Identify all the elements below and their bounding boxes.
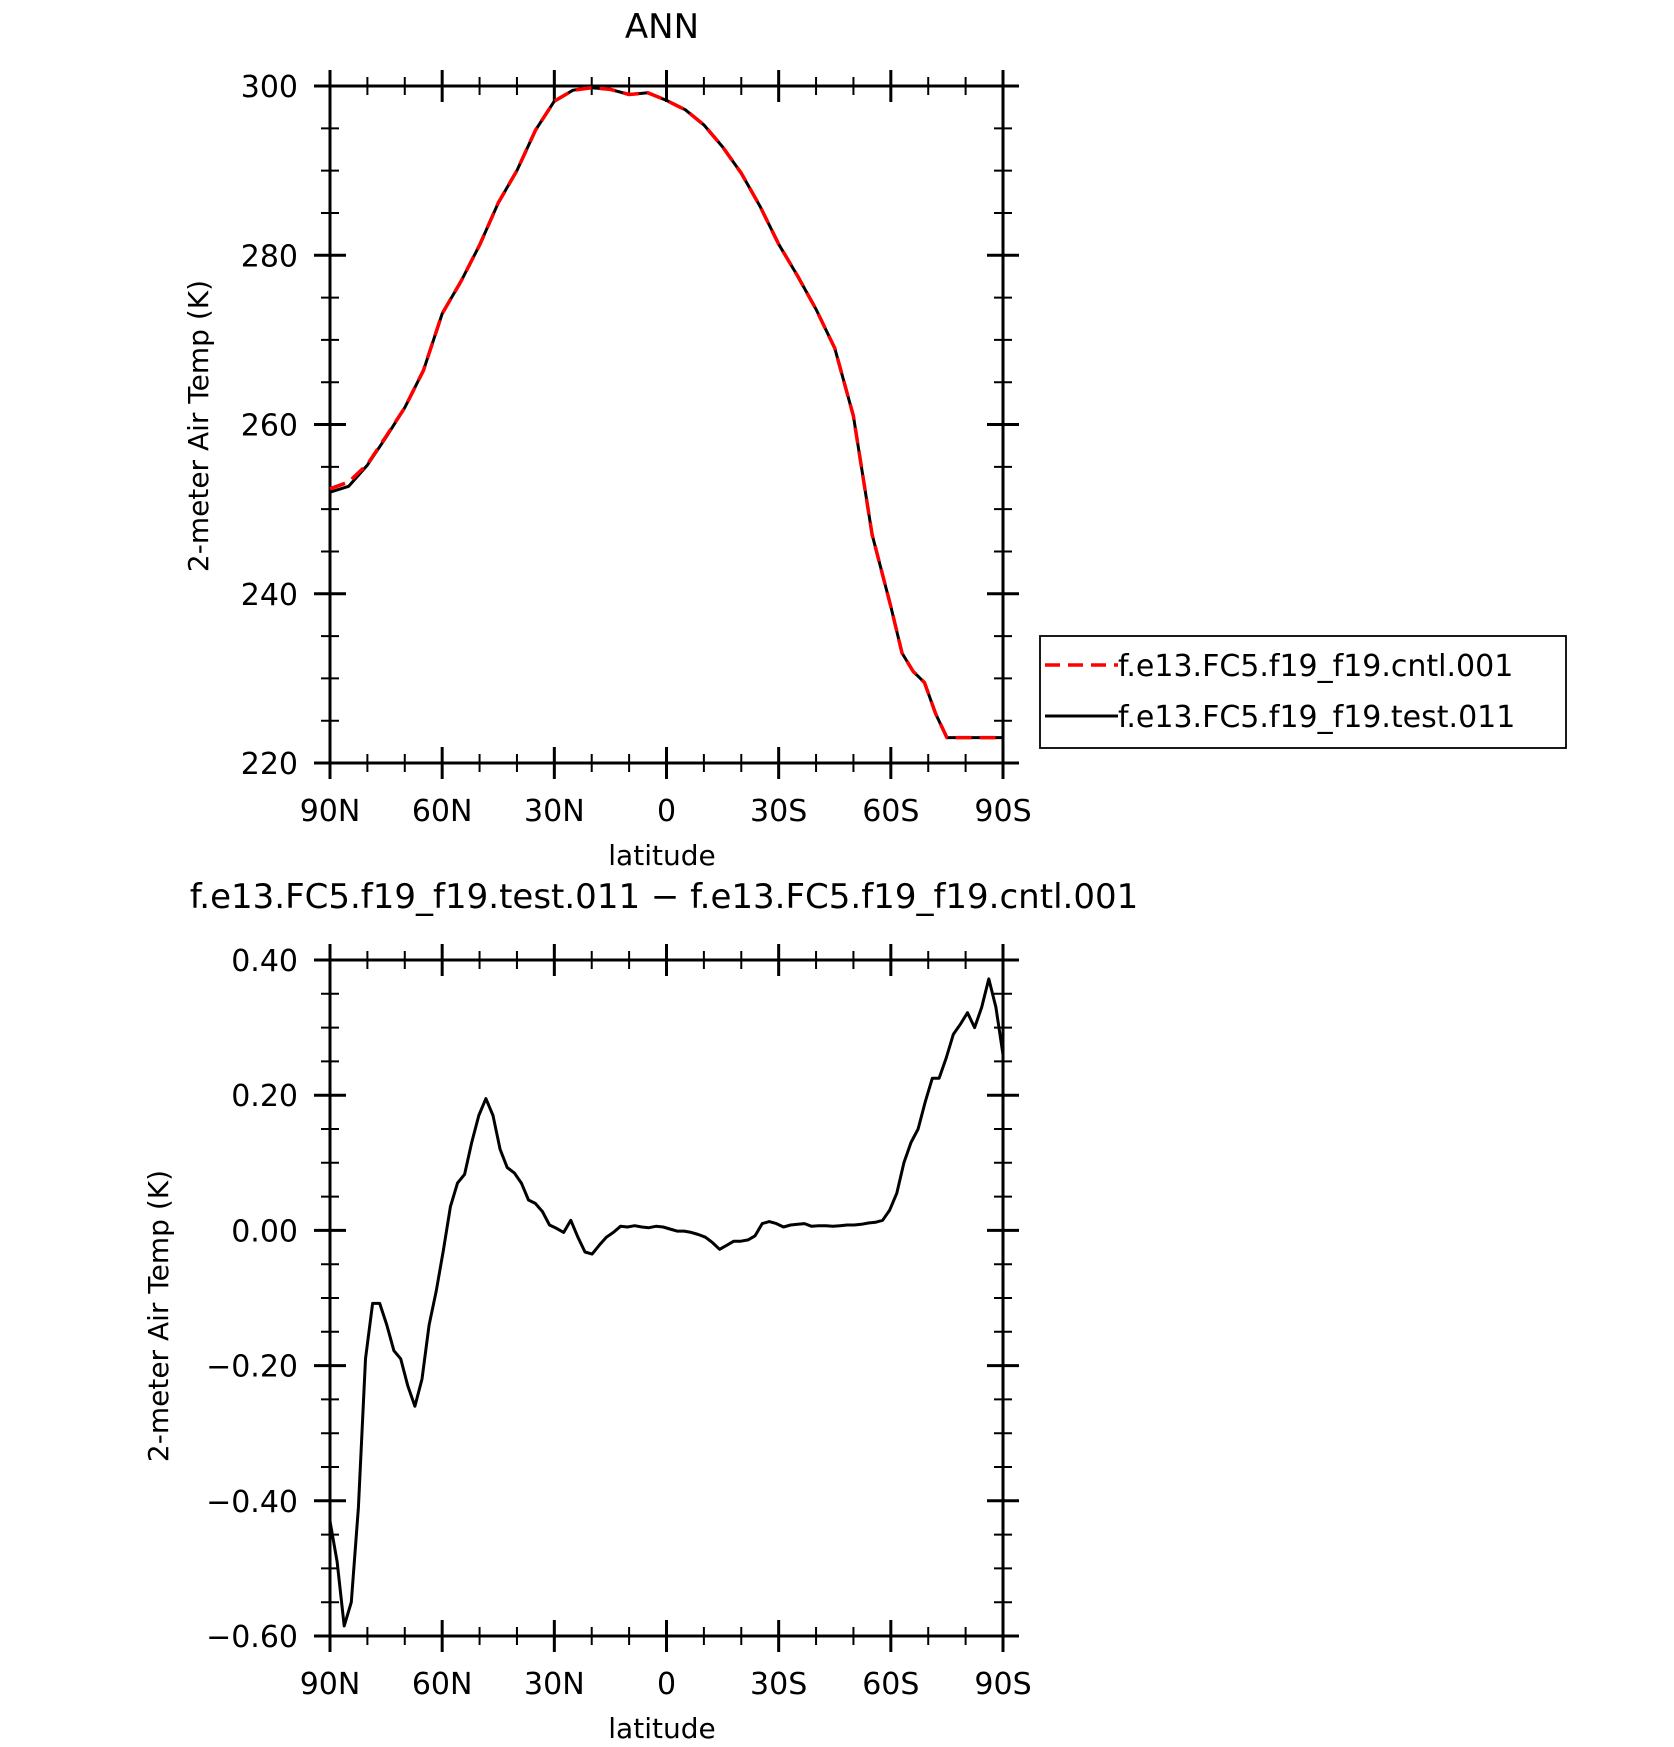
- bottom-y-tick-label: 0.40: [231, 944, 298, 979]
- bottom-y-tick-label: −0.40: [206, 1485, 298, 1520]
- top-x-tick-label: 90S: [974, 794, 1031, 829]
- top-series-line-0: [329, 85, 1003, 740]
- top-plot-frame: [328, 84, 1005, 765]
- top-x-tick-label: 0: [657, 794, 676, 829]
- bottom-x-tick-label: 90S: [974, 1667, 1031, 1702]
- bottom-chart-title: f.e13.FC5.f19_f19.test.011 − f.e13.FC5.f…: [190, 877, 1138, 917]
- bottom-plot-area: 90N 60N 30N 0 30S 60S 90S −0.60 −0.40 −0.20 0.00 0.…: [206, 944, 1032, 1702]
- bottom-y-tick-label: 0.00: [231, 1214, 298, 1249]
- bottom-y-tick-label: 0.20: [231, 1079, 298, 1114]
- legend-label-cntl: f.e13.FC5.f19_f19.cntl.001: [1118, 649, 1513, 684]
- bottom-x-tick-label: 90N: [300, 1667, 361, 1702]
- top-x-tick-label: 30N: [524, 794, 585, 829]
- bottom-x-tick-label: 60S: [862, 1667, 919, 1702]
- bottom-y-tick-label: −0.60: [206, 1620, 298, 1655]
- top-x-tick-label: 60N: [412, 794, 473, 829]
- top-x-axis-label: latitude: [608, 839, 715, 872]
- top-series-line-1: [329, 86, 1003, 740]
- bottom-x-tick-label: 60N: [412, 1667, 473, 1702]
- top-y-tick-label: 220: [241, 747, 298, 782]
- bottom-y-axis-label: 2-meter Air Temp (K): [142, 1170, 175, 1462]
- bottom-y-tick-label: −0.20: [206, 1350, 298, 1385]
- legend-label-test: f.e13.FC5.f19_f19.test.011: [1118, 700, 1515, 735]
- top-chart-title: ANN: [625, 7, 699, 47]
- top-y-tick-label: 300: [241, 70, 298, 105]
- temperature-panel: ANN 90N 60N 30N 0 30S 60S 90S 220 240 260 280 300 l…: [182, 7, 1567, 872]
- top-y-tick-label: 240: [241, 578, 298, 613]
- bottom-x-tick-label: 30N: [524, 1667, 585, 1702]
- top-y-tick-label: 260: [241, 409, 298, 444]
- bottom-x-tick-label: 30S: [750, 1667, 807, 1702]
- bottom-x-tick-label: 0: [657, 1667, 676, 1702]
- top-x-tick-label: 30S: [750, 794, 807, 829]
- difference-panel: f.e13.FC5.f19_f19.test.011 − f.e13.FC5.f…: [142, 877, 1138, 1745]
- top-x-tick-label: 90N: [300, 794, 361, 829]
- legend: f.e13.FC5.f19_f19.cntl.001 f.e13.FC5.f19…: [1039, 635, 1567, 749]
- top-y-tick-label: 280: [241, 239, 298, 274]
- bottom-x-axis-label: latitude: [608, 1712, 715, 1745]
- top-plot-area: 90N 60N 30N 0 30S 60S 90S 220 240 260 280 300: [241, 70, 1032, 829]
- top-x-tick-label: 60S: [862, 794, 919, 829]
- legend-box: [1039, 635, 1567, 749]
- top-y-axis-label: 2-meter Air Temp (K): [182, 280, 215, 572]
- bottom-series-line-0: [328, 977, 1005, 1628]
- bottom-plot-frame: [328, 958, 1005, 1638]
